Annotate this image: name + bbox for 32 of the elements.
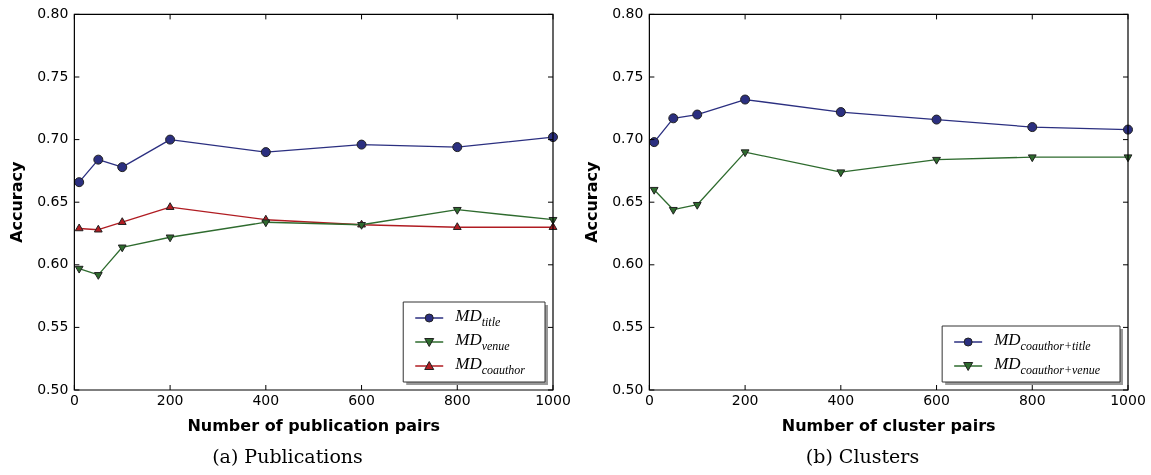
y-tick-label: 0.70 (612, 130, 644, 147)
x-tick-label: 200 (156, 392, 184, 409)
y-tick-label: 0.75 (612, 67, 644, 84)
x-tick-label: 400 (252, 392, 280, 409)
y-tick-label: 0.65 (612, 192, 644, 209)
y-axis-title: Accuracy (6, 160, 26, 243)
x-tick-label: 400 (827, 392, 855, 409)
y-tick-label: 0.80 (37, 5, 69, 22)
x-tick-label: 800 (1018, 392, 1046, 409)
x-axis-title: Number of cluster pairs (781, 415, 996, 435)
y-tick-label: 0.80 (612, 5, 644, 22)
x-tick-label: 600 (348, 392, 375, 409)
x-tick-label: 600 (923, 392, 950, 409)
x-tick-label: 1000 (535, 392, 571, 409)
y-tick-label: 0.50 (612, 380, 644, 397)
y-tick-label: 0.55 (612, 318, 644, 335)
y-tick-label: 0.65 (37, 192, 69, 209)
y-tick-label: 0.75 (37, 67, 69, 84)
y-tick-label: 0.50 (37, 380, 69, 397)
y-tick-label: 0.55 (37, 318, 69, 335)
x-tick-label: 1000 (1110, 392, 1146, 409)
y-axis-title: Accuracy (581, 160, 601, 243)
x-tick-label: 800 (443, 392, 471, 409)
x-tick-label: 0 (644, 392, 654, 409)
y-tick-label: 0.60 (612, 255, 644, 272)
x-tick-label: 200 (731, 392, 759, 409)
x-tick-label: 0 (69, 392, 79, 409)
text: (b) Clusters (804, 445, 921, 467)
y-tick-label: 0.70 (37, 130, 69, 147)
x-axis-title: Number of publication pairs (187, 415, 440, 435)
text: (a) Publications (211, 445, 364, 467)
y-tick-label: 0.60 (37, 255, 69, 272)
